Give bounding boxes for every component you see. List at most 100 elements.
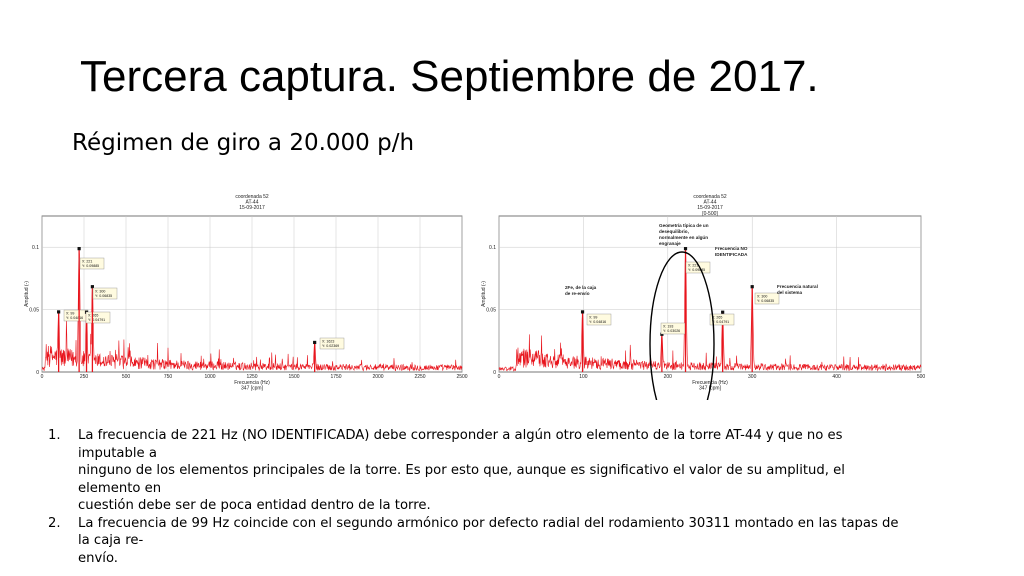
datatip-box	[586, 313, 612, 326]
peak-marker	[57, 310, 61, 314]
note-number: 2.	[48, 515, 61, 531]
peak-marker	[750, 285, 754, 289]
x-tick-label: 1750	[330, 374, 341, 380]
datatip-y: Y: 0.04791	[88, 318, 105, 322]
datatip-box	[685, 261, 711, 274]
annotation-line: de re-envío	[565, 291, 590, 296]
note-line: ninguno de los elementos principales de …	[78, 463, 845, 496]
datatip-y: Y: 0.02369	[322, 344, 339, 348]
datatip-x: X: 300	[757, 295, 767, 299]
datatip-x: X: 1623	[322, 340, 334, 344]
x-tick-label: 500	[917, 374, 926, 380]
datatip-x: X: 265	[712, 316, 722, 320]
annotation-line: del sistema	[777, 290, 802, 295]
datatip-x: X: 193	[663, 325, 673, 329]
annotation-line: desequilibrio,	[659, 229, 689, 234]
x-tick-label: 200	[664, 374, 673, 380]
datatip-x: X: 221	[688, 264, 698, 268]
annotation-line: Geometría típica de un	[659, 223, 709, 228]
datatip-y: Y: 0.03026	[663, 329, 680, 333]
datatip-y: Y: 0.09885	[82, 264, 99, 268]
annotation-line: engranaje	[659, 241, 681, 246]
annotation-line: Frecuencia NO	[715, 246, 748, 251]
datatip-x: X: 221	[82, 260, 92, 264]
y-tick-label: 0.05	[486, 307, 496, 313]
peak-marker	[90, 285, 94, 289]
x-tick-label: 250	[80, 374, 89, 380]
note-line: cuestión debe ser de poca entidad dentro…	[78, 498, 431, 513]
x-tick-label: 100	[579, 374, 588, 380]
annotation-line: 2Fe, de la caja	[565, 285, 597, 290]
y-axis-label: Amplitud (-)	[481, 281, 487, 307]
x-axis-sublabel: 347 [cpm]	[241, 386, 264, 392]
peak-marker	[721, 310, 725, 314]
x-tick-label: 1500	[288, 374, 299, 380]
note-line: La frecuencia de 221 Hz (NO IDENTIFICADA…	[78, 428, 843, 461]
x-tick-label: 0	[498, 374, 501, 380]
y-tick-label: 0.05	[29, 307, 39, 313]
datatip-box	[85, 311, 111, 324]
x-tick-label: 0	[41, 374, 44, 380]
y-tick-label: 0	[493, 370, 496, 376]
y-tick-label: 0.1	[32, 245, 39, 251]
x-axis-label: Frecuencia (Hz)	[234, 380, 270, 386]
spectrum-series-line	[41, 251, 463, 372]
annotation-line: IDENTIFICADA	[715, 252, 748, 257]
x-tick-label: 300	[748, 374, 757, 380]
x-tick-label: 1000	[204, 374, 215, 380]
chart-annotation: Geometría típica de undesequilibrio,norm…	[659, 223, 709, 246]
datatip-x: X: 99	[589, 316, 597, 320]
y-tick-label: 0.1	[489, 245, 496, 251]
x-tick-label: 2250	[414, 374, 425, 380]
datatip-y: Y: 0.04791	[712, 320, 729, 324]
datatip-box	[709, 313, 735, 326]
note-item: 1. La frecuencia de 221 Hz (NO IDENTIFIC…	[48, 427, 908, 515]
chart-title-line: AT-44	[246, 200, 259, 206]
spectrum-series-line	[498, 248, 922, 372]
datatip-y: Y: 0.04816	[66, 316, 83, 320]
peak-marker	[683, 247, 688, 251]
datatip-x: X: 265	[88, 314, 98, 318]
peak-datatip: X: 99Y: 0.04816	[586, 313, 612, 326]
note-item: 2. La frecuencia de 99 Hz coincide con e…	[48, 515, 908, 568]
peak-datatip: X: 99Y: 0.04816	[63, 309, 89, 322]
datatip-box	[754, 292, 780, 305]
x-tick-label: 2500	[456, 374, 467, 380]
note-line: La frecuencia de 99 Hz coincide con el s…	[78, 515, 899, 549]
annotation-line: Frecuencia natural	[777, 284, 818, 289]
x-tick-label: 1250	[246, 374, 257, 380]
datatip-y: Y: 0.04816	[589, 320, 606, 324]
peak-marker	[660, 332, 664, 336]
peak-marker	[77, 247, 81, 251]
datatip-y: Y: 0.06835	[95, 294, 112, 298]
chart-title-line: 15-09-2017	[697, 205, 723, 211]
peak-marker	[313, 340, 317, 345]
peak-marker	[580, 310, 585, 314]
chart-title-line: coordenada 52	[235, 194, 269, 200]
x-tick-label: 500	[122, 374, 131, 380]
chart-title-line: [0-500]	[702, 211, 718, 217]
datatip-y: Y: 0.06835	[757, 299, 774, 303]
datatip-box	[79, 257, 105, 270]
annotation-line: normalmente en algún	[659, 235, 708, 240]
datatip-y: Y: 0.09885	[688, 268, 705, 272]
highlight-ellipse	[649, 251, 715, 400]
chart-title-line: coordenada 52	[693, 194, 727, 200]
chart-title-line: 15-09-2017	[239, 205, 265, 211]
datatip-box	[319, 337, 345, 350]
x-axis-label: Frecuencia (Hz)	[692, 380, 728, 386]
chart-title-line: AT-44	[704, 200, 717, 206]
